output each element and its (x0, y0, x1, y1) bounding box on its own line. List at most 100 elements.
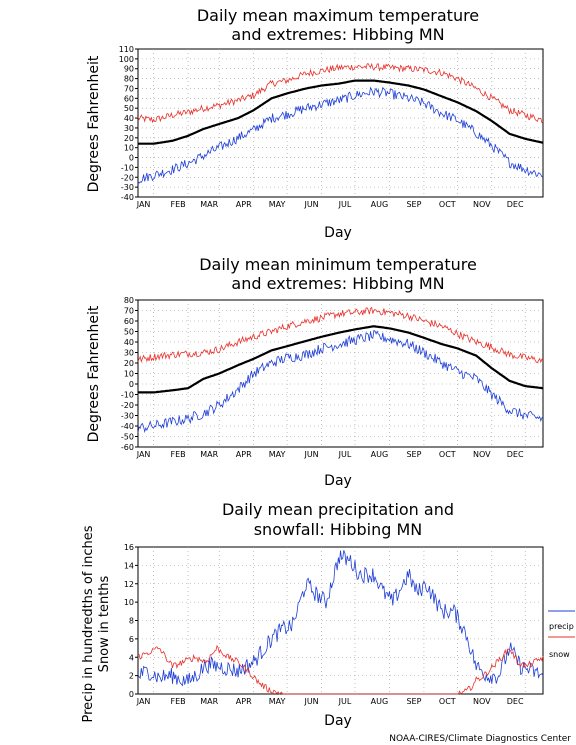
y-tick-label: 10 (124, 598, 134, 607)
y-axis-label-line-1: Precip in hundredths of inches (81, 525, 96, 722)
x-tick-label: SEP (406, 697, 421, 706)
y-tick-label: 80 (124, 296, 134, 305)
chart-title-line-1: Daily mean minimum temperature (199, 255, 477, 274)
x-tick-label: DEC (507, 697, 524, 706)
y-tick-label: 30 (124, 124, 134, 133)
y-tick-label: 90 (124, 65, 134, 74)
y-tick-label: 0 (129, 380, 134, 389)
y-tick-label: 8 (129, 617, 134, 626)
y-tick-label: -10 (121, 163, 134, 172)
y-tick-label: 30 (124, 349, 134, 358)
series-line-max (137, 62, 544, 124)
y-tick-label: -50 (121, 433, 134, 442)
credit-text: NOAA-CIRES/Climate Diagnostics Center (389, 734, 571, 744)
x-tick-label: MAY (269, 200, 286, 209)
x-tick-label: JAN (136, 450, 151, 459)
x-tick-label: APR (236, 450, 252, 459)
y-tick-label: 70 (124, 307, 134, 316)
series-line-max (137, 306, 544, 364)
series-line-min (137, 86, 544, 184)
y-tick-label: 10 (124, 370, 134, 379)
y-tick-label: 10 (124, 144, 134, 153)
y-tick-label: 50 (124, 104, 134, 113)
y-tick-label: 60 (124, 317, 134, 326)
x-tick-label: APR (236, 200, 252, 209)
x-tick-label: JUL (338, 200, 352, 209)
x-tick-label: FEB (170, 697, 185, 706)
x-tick-label: SEP (406, 200, 421, 209)
x-tick-label: OCT (439, 697, 456, 706)
y-axis-label-line-2: Snow in tenths (97, 575, 112, 672)
y-tick-label: 20 (124, 134, 134, 143)
x-axis-label: Day (324, 225, 352, 241)
x-tick-label: FEB (170, 450, 185, 459)
max-temperature-chart: Daily mean maximum temperature and extre… (86, 6, 544, 241)
y-tick-label: -40 (121, 422, 134, 431)
y-tick-label: -20 (121, 173, 134, 182)
y-tick-label: 14 (124, 561, 134, 570)
y-tick-label: -10 (121, 391, 134, 400)
x-tick-label: AUG (371, 450, 389, 459)
y-tick-label: 70 (124, 84, 134, 93)
y-tick-label: 0 (129, 690, 134, 699)
x-axis-label: Day (324, 473, 352, 489)
x-tick-label: JAN (136, 200, 151, 209)
legend-precip-label: precip (549, 622, 574, 631)
y-tick-label: -30 (121, 412, 134, 421)
x-tick-label: DEC (507, 450, 524, 459)
min-temperature-chart: Daily mean minimum temperature and extre… (86, 255, 544, 489)
x-tick-label: JUL (338, 697, 352, 706)
y-tick-label: 4 (129, 653, 134, 662)
chart-title-line-2: and extremes: Hibbing MN (231, 25, 444, 44)
y-tick-label: 60 (124, 94, 134, 103)
x-tick-label: NOV (473, 450, 491, 459)
x-tick-label: FEB (170, 200, 185, 209)
chart-title-line-2: and extremes: Hibbing MN (231, 274, 444, 293)
series-line-mean (138, 325, 544, 394)
chart-title-line-2: snowfall: Hibbing MN (254, 520, 423, 539)
y-axis-label: Degrees Fahrenheit (86, 305, 102, 442)
y-tick-label: 40 (124, 338, 134, 347)
x-axis-label: Day (324, 713, 352, 729)
x-tick-label: OCT (439, 450, 456, 459)
x-tick-label: MAR (200, 697, 218, 706)
legend: precip snow (548, 610, 575, 659)
chart-title-line-1: Daily mean maximum temperature (197, 6, 479, 25)
y-tick-label: 50 (124, 328, 134, 337)
y-tick-label: 16 (124, 543, 134, 552)
x-tick-label: NOV (473, 200, 491, 209)
series-line-min (137, 329, 544, 434)
series-line-snow (137, 644, 544, 696)
plot-frame (137, 48, 544, 198)
y-tick-label: -30 (121, 183, 134, 192)
x-tick-label: APR (236, 697, 252, 706)
y-tick-label: 20 (124, 359, 134, 368)
x-tick-label: DEC (507, 200, 524, 209)
x-tick-label: MAR (200, 450, 218, 459)
y-tick-label: 110 (119, 45, 134, 54)
x-tick-label: AUG (371, 200, 389, 209)
x-tick-label: SEP (406, 450, 421, 459)
y-tick-label: 6 (129, 635, 134, 644)
y-tick-label: -20 (121, 401, 134, 410)
x-tick-label: OCT (439, 200, 456, 209)
x-tick-label: JAN (136, 697, 151, 706)
y-axis-label: Degrees Fahrenheit (86, 55, 102, 192)
x-tick-label: MAY (269, 697, 286, 706)
x-tick-label: JUN (303, 450, 318, 459)
y-tick-label: 12 (124, 580, 134, 589)
x-tick-label: AUG (371, 697, 389, 706)
legend-snow-label: snow (549, 650, 570, 659)
x-tick-label: MAY (269, 450, 286, 459)
y-tick-label: -40 (121, 193, 134, 202)
y-tick-label: 100 (119, 55, 134, 64)
y-tick-label: 40 (124, 114, 134, 123)
x-tick-label: JUN (303, 697, 318, 706)
y-tick-label: 2 (129, 672, 134, 681)
x-tick-label: JUN (303, 200, 318, 209)
series-line-precip (137, 550, 544, 687)
y-tick-label: 0 (129, 154, 134, 163)
y-tick-label: -60 (121, 443, 134, 452)
series-line-mean (138, 79, 544, 145)
